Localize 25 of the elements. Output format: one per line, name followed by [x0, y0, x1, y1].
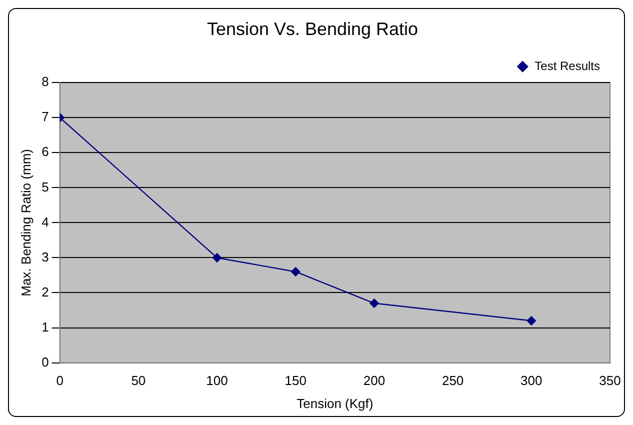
point	[370, 298, 379, 308]
y-tick-label: 7	[42, 109, 49, 124]
y-tick-label: 3	[42, 249, 49, 264]
y-tick-label: 2	[42, 284, 49, 300]
x-tick-label: 0	[56, 373, 64, 388]
x-tick-label: 100	[206, 373, 228, 388]
y-tick-label: 5	[42, 179, 49, 194]
x-tick-label: 150	[284, 373, 306, 388]
x-tick-label: 300	[520, 373, 542, 388]
y-tick-label: 0	[42, 354, 49, 370]
y-tick-label: 4	[42, 214, 49, 230]
y-axis-title: Max. Bending Ratio (mm)	[18, 149, 34, 296]
legend-label: Test Results	[534, 58, 600, 73]
y-tick-label: 1	[42, 319, 49, 334]
x-tick-label: 250	[442, 373, 464, 388]
x-axis-title: Tension (Kgf)	[296, 396, 374, 411]
y-tick-label: 6	[42, 144, 49, 160]
x-tick-label: 350	[599, 373, 621, 388]
x-tick-label: 50	[131, 373, 146, 388]
x-tick-label: 200	[363, 373, 386, 388]
point	[526, 316, 536, 326]
y-tick-label: 8	[42, 74, 49, 90]
point	[291, 267, 300, 276]
chart-title: Tension Vs. Bending Ratio	[206, 18, 418, 39]
point	[212, 253, 222, 262]
